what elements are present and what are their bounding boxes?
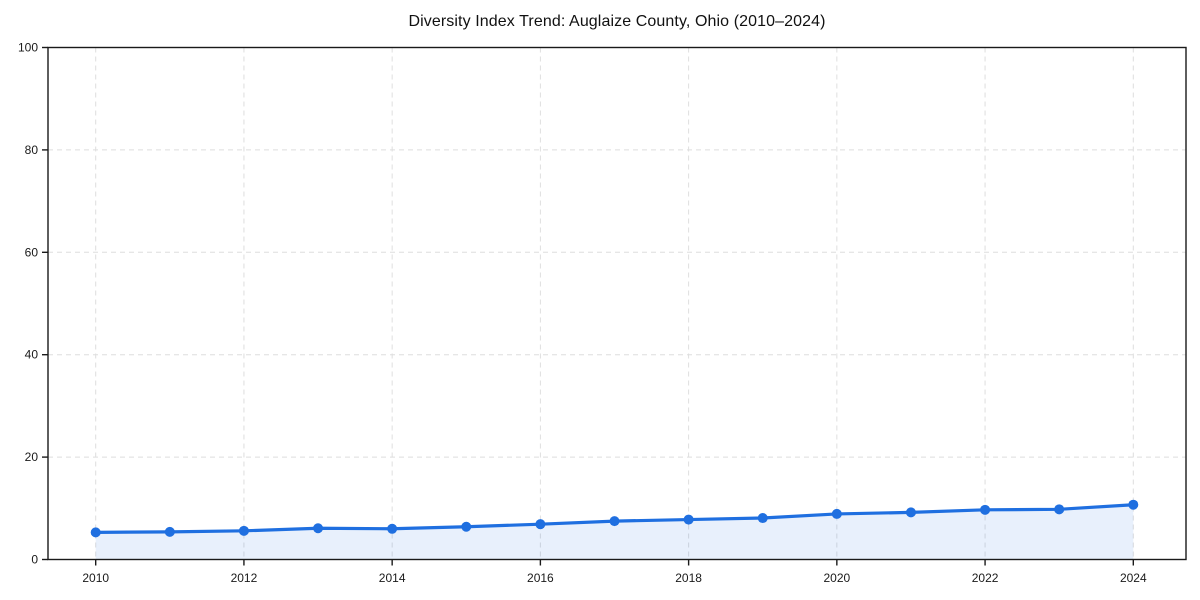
y-tick-label: 100 xyxy=(18,41,38,55)
data-point-2019 xyxy=(757,513,768,524)
data-point-2018 xyxy=(683,514,694,525)
data-point-2016 xyxy=(535,519,546,530)
x-tick-label: 2010 xyxy=(82,571,109,585)
x-tick-label: 2016 xyxy=(527,571,554,585)
data-point-2011 xyxy=(164,526,175,537)
data-point-2013 xyxy=(313,523,324,534)
data-point-2012 xyxy=(238,525,249,536)
data-point-2020 xyxy=(831,508,842,519)
x-tick-label: 2012 xyxy=(231,571,258,585)
data-point-2010 xyxy=(90,527,101,538)
y-tick-label: 60 xyxy=(25,245,39,259)
data-point-2014 xyxy=(387,523,398,534)
data-point-2023 xyxy=(1054,504,1065,515)
x-tick-label: 2014 xyxy=(379,571,406,585)
y-tick-label: 80 xyxy=(25,143,39,157)
x-tick-label: 2024 xyxy=(1120,571,1147,585)
plot-border xyxy=(47,46,1187,561)
y-tick-label: 0 xyxy=(31,553,38,567)
y-tick-label: 40 xyxy=(25,348,39,362)
data-point-2017 xyxy=(609,516,620,527)
x-tick-label: 2022 xyxy=(972,571,999,585)
x-tick-label: 2020 xyxy=(823,571,850,585)
y-tick-label: 20 xyxy=(25,450,39,464)
area-fill xyxy=(95,504,1134,560)
data-point-2024 xyxy=(1128,499,1139,510)
data-point-2022 xyxy=(980,504,991,515)
data-point-2015 xyxy=(461,521,472,532)
data-point-2021 xyxy=(905,507,916,518)
x-tick-label: 2018 xyxy=(675,571,702,585)
chart-title: Diversity Index Trend: Auglaize County, … xyxy=(408,13,826,30)
